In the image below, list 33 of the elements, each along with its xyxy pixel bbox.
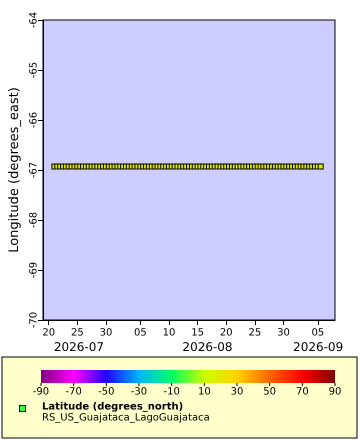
x-tick-label: 20: [220, 328, 233, 338]
color-bar-title: Latitude (degrees_north): [42, 402, 184, 412]
color-bar-label: 90: [328, 386, 342, 398]
y-tick-label: -69: [28, 262, 40, 278]
color-bar-label: 70: [296, 386, 309, 398]
color-bar-label: 50: [263, 386, 276, 398]
color-bar-label: -50: [98, 386, 115, 398]
x-tick-label: 30: [100, 328, 112, 338]
x-tick-label: 30: [277, 328, 290, 338]
x-tick-label: 10: [162, 328, 176, 338]
color-bar-label: -30: [130, 386, 148, 398]
x-tick-label: 15: [191, 328, 204, 338]
x-tick-label: 25: [70, 328, 84, 338]
y-tick-label: -64: [28, 12, 40, 28]
y-tick-label: -65: [28, 62, 40, 78]
text: RS_US_Guajataca_LagoGuajataca: [42, 412, 210, 424]
y-tick-label: -70: [28, 312, 40, 328]
color-bar-label: 10: [198, 386, 211, 398]
color-bar-label: -70: [65, 386, 82, 398]
x-tick-label: 05: [311, 328, 324, 338]
x-tick-label: 25: [248, 328, 262, 338]
x-tick-label: 05: [134, 328, 147, 338]
text: 2026-08: [182, 340, 233, 354]
y-tick-label: -67: [28, 162, 40, 178]
text: 2026-07: [54, 340, 104, 354]
text: 2026-09: [293, 340, 344, 354]
color-bar-label: -10: [163, 386, 180, 398]
y-tick-label: -66: [28, 112, 40, 128]
y-tick-label: -68: [28, 212, 40, 228]
color-bar-label: -90: [32, 386, 50, 398]
x-tick-label: 20: [42, 328, 56, 338]
color-bar-label: 30: [230, 386, 244, 398]
y-axis-title: Longitude (degrees_east): [7, 87, 22, 253]
